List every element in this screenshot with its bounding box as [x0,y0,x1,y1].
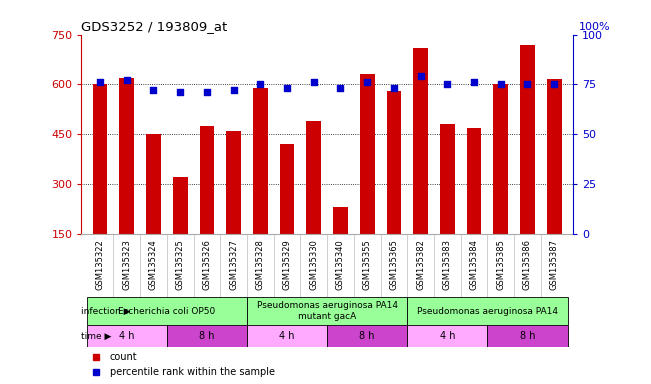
Text: GSM135325: GSM135325 [176,239,185,290]
Point [148,87,159,93]
Bar [227,131,241,234]
Text: GSM135340: GSM135340 [336,239,345,290]
Text: infection ▶: infection ▶ [81,306,131,316]
Point [415,73,426,79]
Text: Escherichia coli OP50: Escherichia coli OP50 [118,306,215,316]
Text: Pseudomonas aeruginosa PA14
mutant gacA: Pseudomonas aeruginosa PA14 mutant gacA [256,301,398,321]
Text: GSM135329: GSM135329 [283,239,292,290]
Text: 8 h: 8 h [359,331,375,341]
Bar [520,45,535,234]
Bar [200,126,214,234]
Bar [327,326,408,348]
Bar [333,207,348,234]
Bar [440,124,454,234]
Text: GSM135323: GSM135323 [122,239,132,290]
Text: 4 h: 4 h [279,331,295,341]
Text: GSM135387: GSM135387 [549,239,559,290]
Bar [488,326,568,348]
Text: GSM135365: GSM135365 [389,239,398,290]
Bar [247,326,327,348]
Text: 4 h: 4 h [439,331,455,341]
Text: GSM135355: GSM135355 [363,239,372,290]
Point [335,85,346,91]
Bar [87,297,247,326]
Bar [547,79,562,234]
Text: 4 h: 4 h [119,331,135,341]
Point [202,89,212,95]
Bar [413,48,428,234]
Legend: count, percentile rank within the sample: count, percentile rank within the sample [86,353,275,377]
Point [389,85,399,91]
Bar [119,78,134,234]
Text: GSM135382: GSM135382 [416,239,425,290]
Point [549,81,559,88]
Bar [493,84,508,234]
Text: GSM135386: GSM135386 [523,239,532,290]
Point [122,77,132,83]
Text: GSM135324: GSM135324 [149,239,158,290]
Bar [146,134,161,234]
Point [255,81,266,88]
Point [309,79,319,85]
Point [362,79,372,85]
Bar [408,297,568,326]
Bar [467,127,481,234]
Bar [92,84,107,234]
Text: time ▶: time ▶ [81,332,112,341]
Point [442,81,452,88]
Bar [408,326,488,348]
Bar [280,144,294,234]
Point [95,79,105,85]
Point [175,89,186,95]
Text: 8 h: 8 h [199,331,215,341]
Text: GSM135330: GSM135330 [309,239,318,290]
Text: Pseudomonas aeruginosa PA14: Pseudomonas aeruginosa PA14 [417,306,558,316]
Text: GSM135322: GSM135322 [96,239,105,290]
Point [522,81,533,88]
Text: GSM135384: GSM135384 [469,239,478,290]
Text: GSM135385: GSM135385 [496,239,505,290]
Point [282,85,292,91]
Bar [247,297,408,326]
Bar [87,326,167,348]
Bar [307,121,321,234]
Point [229,87,239,93]
Text: GDS3252 / 193809_at: GDS3252 / 193809_at [81,20,228,33]
Text: GSM135328: GSM135328 [256,239,265,290]
Text: 100%: 100% [579,22,610,32]
Bar [387,91,401,234]
Text: 8 h: 8 h [519,331,535,341]
Text: GSM135327: GSM135327 [229,239,238,290]
Bar [167,326,247,348]
Bar [253,88,268,234]
Bar [360,74,374,234]
Point [469,79,479,85]
Text: GSM135326: GSM135326 [202,239,212,290]
Point [495,81,506,88]
Text: GSM135383: GSM135383 [443,239,452,290]
Bar [173,177,187,234]
